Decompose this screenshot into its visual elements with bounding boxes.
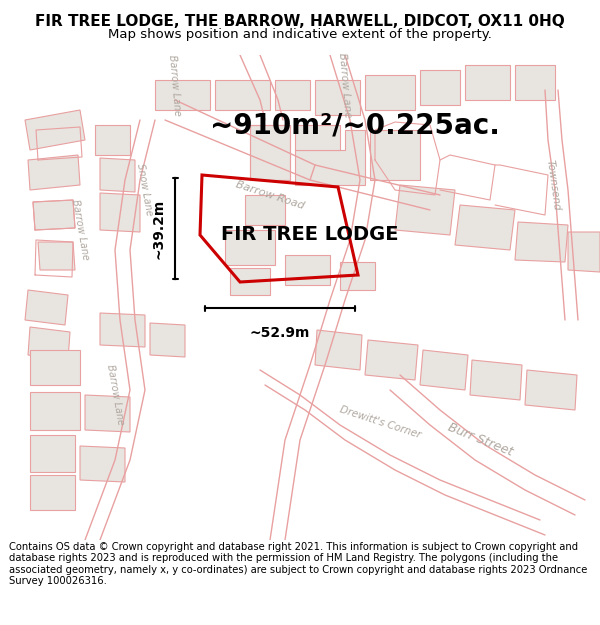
Text: Barrow Road: Barrow Road — [235, 179, 305, 211]
Text: FIR TREE LODGE, THE BARROW, HARWELL, DIDCOT, OX11 0HQ: FIR TREE LODGE, THE BARROW, HARWELL, DID… — [35, 14, 565, 29]
Polygon shape — [85, 395, 130, 432]
Polygon shape — [395, 185, 455, 235]
Text: Drewitt's Corner: Drewitt's Corner — [338, 404, 422, 440]
Polygon shape — [420, 70, 460, 105]
Polygon shape — [150, 323, 185, 357]
Polygon shape — [80, 446, 125, 482]
Text: Townsend: Townsend — [544, 159, 562, 211]
Polygon shape — [95, 125, 130, 155]
Text: Burr Street: Burr Street — [446, 421, 514, 459]
Text: Barrow Lane: Barrow Lane — [105, 364, 125, 426]
Polygon shape — [275, 80, 310, 110]
Polygon shape — [455, 205, 515, 250]
Polygon shape — [285, 255, 330, 285]
Polygon shape — [230, 268, 270, 295]
Polygon shape — [100, 158, 135, 192]
Text: Map shows position and indicative extent of the property.: Map shows position and indicative extent… — [108, 28, 492, 41]
Polygon shape — [340, 262, 375, 290]
Polygon shape — [25, 290, 68, 325]
Polygon shape — [465, 65, 510, 100]
Text: Barrow Lane: Barrow Lane — [337, 52, 353, 118]
Polygon shape — [28, 155, 80, 190]
Polygon shape — [30, 350, 80, 385]
Polygon shape — [155, 80, 210, 110]
Text: Snow Lane: Snow Lane — [136, 163, 155, 217]
Text: Barrow Lane: Barrow Lane — [70, 199, 90, 261]
Text: Barrow Lane: Barrow Lane — [167, 54, 182, 116]
Polygon shape — [28, 327, 70, 360]
Text: FIR TREE LODGE: FIR TREE LODGE — [221, 226, 399, 244]
Polygon shape — [365, 75, 415, 110]
Polygon shape — [215, 80, 270, 110]
Polygon shape — [30, 435, 75, 472]
Polygon shape — [315, 80, 360, 115]
Polygon shape — [568, 232, 600, 272]
Polygon shape — [365, 340, 418, 380]
Polygon shape — [100, 313, 145, 347]
Polygon shape — [30, 392, 80, 430]
Polygon shape — [370, 130, 420, 180]
Polygon shape — [515, 65, 555, 100]
Polygon shape — [420, 350, 468, 390]
Text: ~39.2m: ~39.2m — [151, 198, 165, 259]
Polygon shape — [315, 330, 362, 370]
Polygon shape — [250, 125, 290, 180]
Text: ~910m²/~0.225ac.: ~910m²/~0.225ac. — [210, 111, 500, 139]
Polygon shape — [245, 195, 285, 225]
Polygon shape — [525, 370, 577, 410]
Polygon shape — [225, 230, 275, 265]
Polygon shape — [33, 200, 75, 230]
Polygon shape — [295, 130, 365, 185]
Polygon shape — [30, 475, 75, 510]
Text: Contains OS data © Crown copyright and database right 2021. This information is : Contains OS data © Crown copyright and d… — [9, 542, 587, 586]
Polygon shape — [100, 193, 140, 232]
Polygon shape — [470, 360, 522, 400]
Polygon shape — [25, 110, 85, 150]
Polygon shape — [515, 222, 568, 262]
Text: ~52.9m: ~52.9m — [250, 326, 310, 340]
Polygon shape — [38, 242, 75, 270]
Polygon shape — [295, 125, 340, 150]
